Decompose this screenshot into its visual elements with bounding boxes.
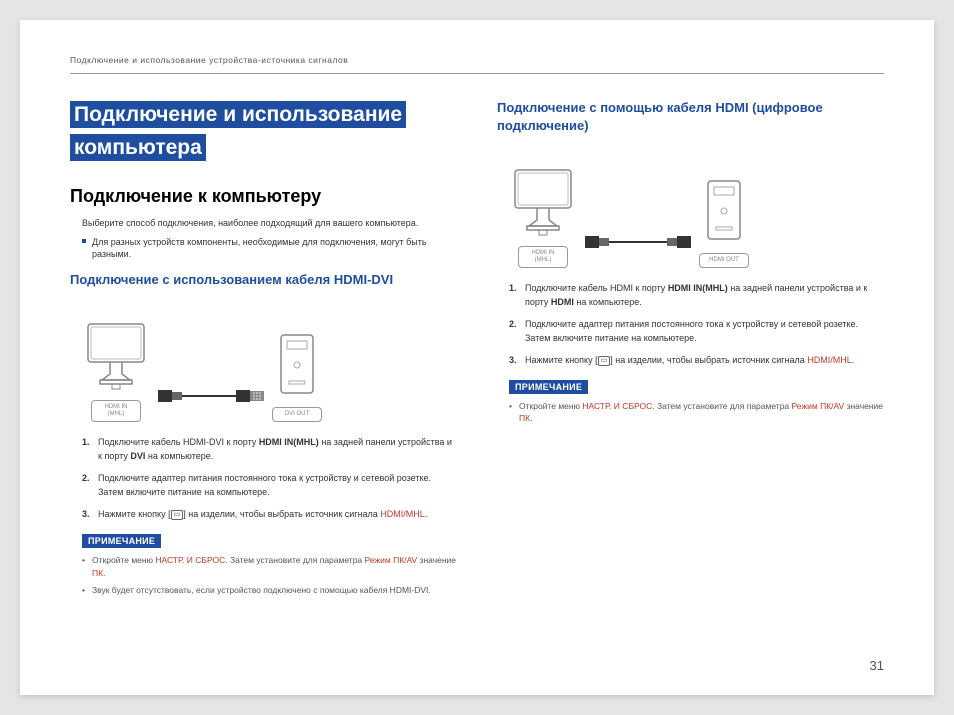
source-button-icon: ▭ — [598, 356, 611, 366]
main-heading-line1: Подключение и использование — [70, 101, 406, 128]
chapter-header: Подключение и использование устройства-и… — [70, 55, 884, 74]
port-label-hdmi-in: HDMI IN (MHL) — [518, 246, 568, 268]
step-2: Подключите адаптер питания постоянного т… — [82, 472, 457, 499]
cable-icon — [156, 385, 266, 412]
pc-icon: HDMI OUT — [699, 177, 749, 268]
section-heading-hdmi-dvi: Подключение с использованием кабеля HDMI… — [70, 271, 457, 289]
port-label-hdmi-in: HDMI IN (MHL) — [91, 400, 141, 422]
manual-page: Подключение и использование устройства-и… — [20, 20, 934, 695]
steps-list-right: Подключите кабель HDMI к порту HDMI IN(M… — [509, 282, 884, 368]
monitor-icon: HDMI IN (MHL) — [82, 322, 150, 422]
step-3: Нажмите кнопку [▭] на изделии, чтобы выб… — [82, 508, 457, 522]
two-column-layout: Подключение и использование компьютера П… — [70, 99, 884, 602]
steps-list-left: Подключите кабель HDMI-DVI к порту HDMI … — [82, 436, 457, 522]
port-label-hdmi-out: HDMI OUT — [699, 253, 749, 268]
note-2-left: Звук будет отсутствовать, если устройств… — [82, 584, 457, 597]
note-1-left: Откройте меню НАСТР. И СБРОС. Затем уста… — [82, 554, 457, 580]
step-3: Нажмите кнопку [▭] на изделии, чтобы выб… — [509, 354, 884, 368]
note-badge-left: ПРИМЕЧАНИЕ — [82, 534, 161, 548]
intro-bullet: Для разных устройств компоненты, необход… — [82, 236, 457, 261]
port-label-dvi-out: DVI OUT — [272, 407, 322, 422]
cable-icon — [583, 231, 693, 258]
source-button-icon: ▭ — [171, 510, 184, 520]
connection-diagram-hdmi-dvi: HDMI IN (MHL) — [82, 302, 457, 422]
monitor-icon: HDMI IN (MHL) — [509, 168, 577, 268]
section-heading-hdmi: Подключение с помощью кабеля HDMI (цифро… — [497, 99, 884, 134]
sub-heading: Подключение к компьютеру — [70, 186, 457, 207]
step-1: Подключите кабель HDMI-DVI к порту HDMI … — [82, 436, 457, 463]
main-heading: Подключение и использование компьютера — [70, 99, 457, 164]
main-heading-line2: компьютера — [70, 134, 206, 161]
intro-text: Выберите способ подключения, наиболее по… — [82, 217, 457, 230]
right-column: Подключение с помощью кабеля HDMI (цифро… — [497, 99, 884, 602]
page-number: 31 — [870, 658, 884, 673]
note-badge-right: ПРИМЕЧАНИЕ — [509, 380, 588, 394]
left-column: Подключение и использование компьютера П… — [70, 99, 457, 602]
note-1-right: Откройте меню НАСТР. И СБРОС. Затем уста… — [509, 400, 884, 426]
step-1: Подключите кабель HDMI к порту HDMI IN(M… — [509, 282, 884, 309]
pc-icon: DVI OUT — [272, 331, 322, 422]
step-2: Подключите адаптер питания постоянного т… — [509, 318, 884, 345]
connection-diagram-hdmi: HDMI IN (MHL) — [509, 148, 884, 268]
